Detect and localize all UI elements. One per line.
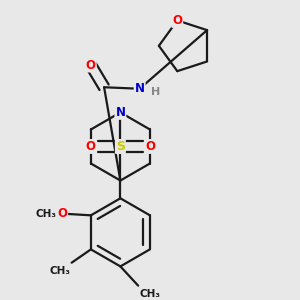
Text: S: S — [116, 140, 125, 153]
Text: O: O — [86, 140, 96, 153]
Text: CH₃: CH₃ — [140, 289, 160, 298]
Text: N: N — [116, 106, 125, 119]
Text: O: O — [145, 140, 155, 153]
Text: O: O — [172, 14, 182, 27]
Text: H: H — [151, 87, 160, 97]
Text: O: O — [86, 58, 96, 72]
Text: O: O — [57, 207, 67, 220]
Text: N: N — [135, 82, 145, 95]
Text: CH₃: CH₃ — [36, 209, 57, 219]
Text: CH₃: CH₃ — [49, 266, 70, 276]
